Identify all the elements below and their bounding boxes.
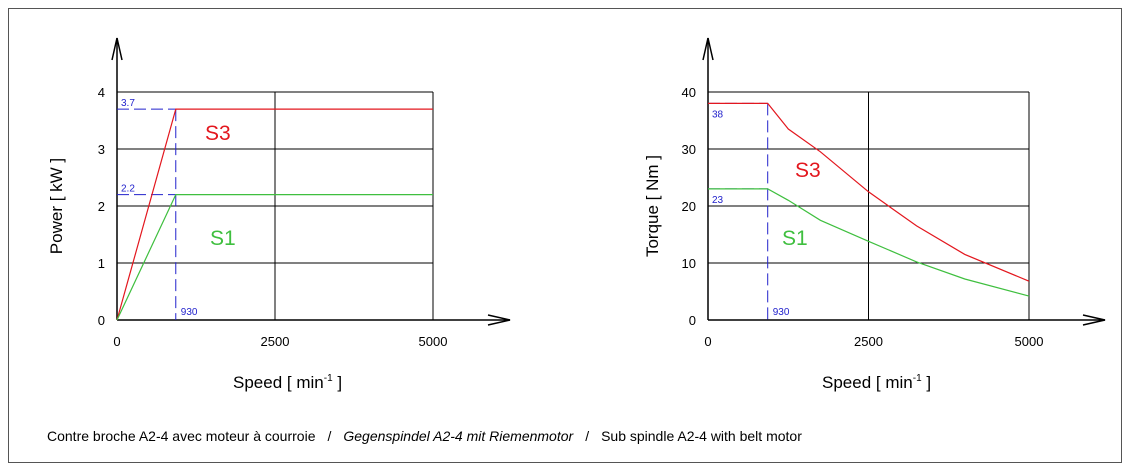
y-axis-label: Torque [ Nm ] [643,155,662,257]
plateau-value-label: 2.2 [121,184,135,195]
x-axis-arrow [1082,314,1106,326]
x-tick-label: 2500 [261,334,290,349]
series-label-s3: S3 [795,159,821,182]
caption-french: Contre broche A2-4 avec moteur à courroi… [47,428,316,444]
corner-speed-label: 930 [773,307,790,318]
x-tick-label: 5000 [1015,334,1044,349]
y-tick-label: 4 [98,85,105,100]
y-tick-label: 0 [689,313,696,328]
series-label-s3: S3 [205,122,231,145]
series-line-s1 [116,194,433,321]
y-axis-label: Power [ kW ] [47,158,66,254]
figure-frame [8,8,1122,463]
y-tick-label: 30 [682,142,696,157]
y-tick-label: 40 [682,85,696,100]
corner-speed-label: 930 [181,307,198,318]
caption-german: Gegenspindel A2-4 mit Riemenmotor [343,428,574,444]
x-tick-label: 0 [704,334,711,349]
series-line-s1 [708,188,1030,297]
y-tick-label: 20 [682,199,696,214]
plateau-value-label: 3.7 [121,98,135,109]
series-label-s1: S1 [782,227,808,250]
plateau-value-label: 38 [712,109,724,120]
y-axis-arrow [702,37,714,61]
x-tick-label: 0 [113,334,120,349]
y-tick-label: 0 [98,313,105,328]
y-tick-label: 3 [98,142,105,157]
series-line-s3 [708,102,1030,282]
y-tick-label: 1 [98,256,105,271]
x-tick-label: 2500 [854,334,883,349]
chart-2: 0 10 20 30 40 0 2500 5000 930 38 23 S3 S1 Torque [ Nm… [643,37,1106,392]
x-axis-label: Speed [ min-1 ] [822,373,931,392]
plateau-value-label: 23 [712,195,724,206]
figure-caption: Contre broche A2-4 avec moteur à courroi… [47,428,802,444]
x-axis-label: Speed [ min-1 ] [233,373,342,392]
y-axis-arrow [111,37,123,61]
caption-english: Sub spindle A2-4 with belt motor [601,428,802,444]
series-line-s3 [116,108,433,321]
chart-1: 0 1 2 3 4 0 2500 5000 930 3.7 2.2 S3 S1 Power [ kW ] S… [47,37,511,392]
series-label-s1: S1 [210,227,236,250]
caption-separator: / [585,428,590,444]
x-tick-label: 5000 [419,334,448,349]
x-axis-arrow [487,314,511,326]
caption-separator: / [327,428,332,444]
y-tick-label: 2 [98,199,105,214]
y-tick-label: 10 [682,256,696,271]
